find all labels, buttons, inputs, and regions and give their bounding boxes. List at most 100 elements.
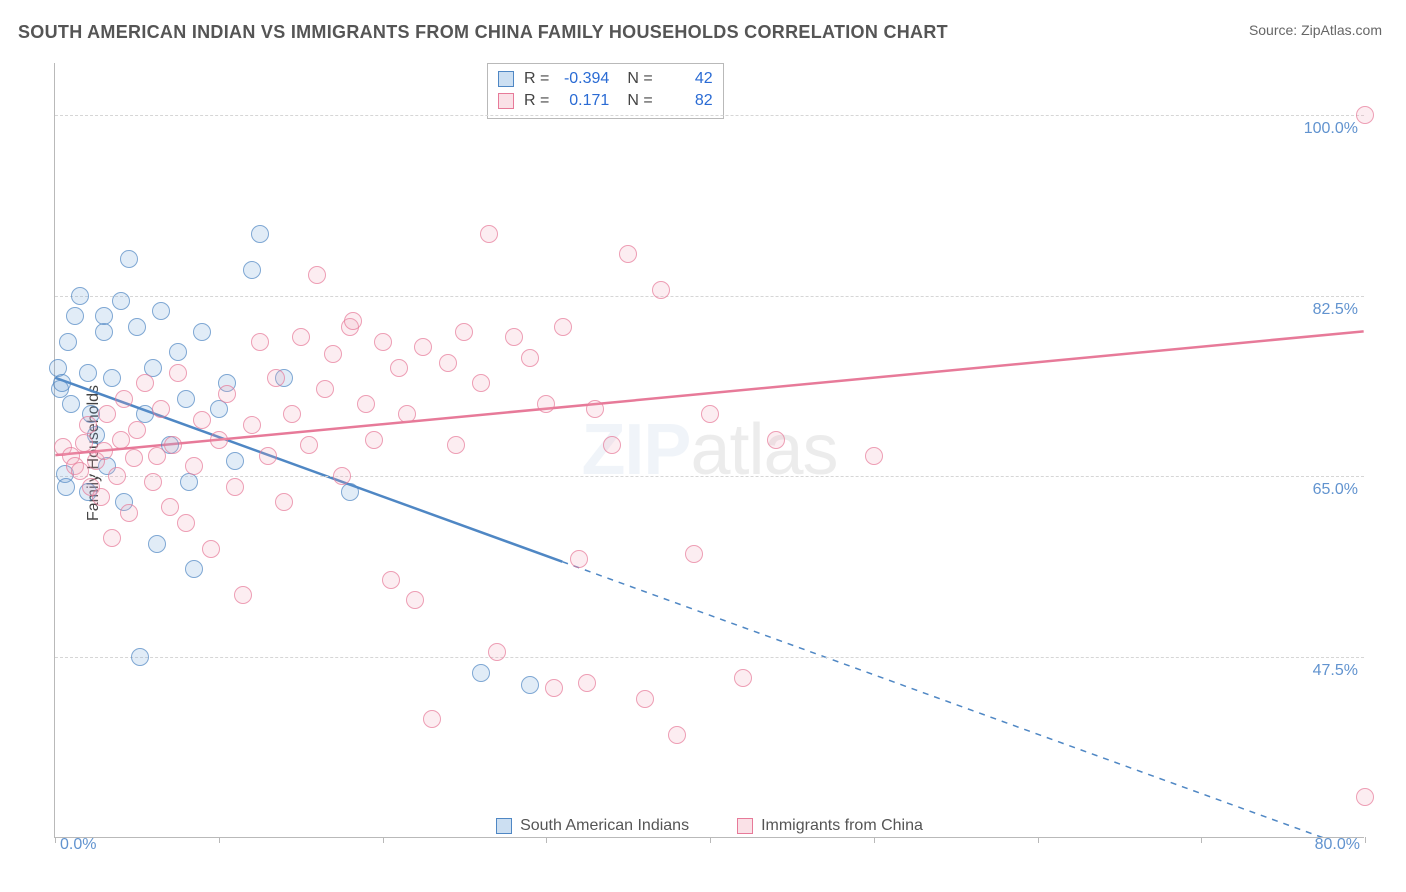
x-tick (1201, 837, 1202, 843)
data-point (447, 436, 465, 454)
data-point (521, 676, 539, 694)
data-point (324, 345, 342, 363)
data-point (128, 318, 146, 336)
data-point (95, 307, 113, 325)
data-point (98, 405, 116, 423)
source-attribution: Source: ZipAtlas.com (1249, 22, 1382, 38)
data-point (398, 405, 416, 423)
n-value: 82 (661, 92, 713, 110)
data-point (62, 395, 80, 413)
n-value: 42 (661, 70, 713, 88)
y-tick-label: 47.5% (1313, 662, 1358, 680)
data-point (210, 400, 228, 418)
x-tick (383, 837, 384, 843)
data-point (226, 478, 244, 496)
data-point (95, 442, 113, 460)
x-axis-max-label: 80.0% (1315, 836, 1360, 854)
y-tick-label: 100.0% (1304, 120, 1358, 138)
x-axis-min-label: 0.0% (60, 836, 96, 854)
source-link[interactable]: ZipAtlas.com (1301, 22, 1382, 38)
x-tick (1038, 837, 1039, 843)
data-point (75, 434, 93, 452)
plot-area: ZIPatlas R =-0.394N =42R =0.171N =82 Sou… (54, 63, 1364, 838)
data-point (59, 333, 77, 351)
data-point (308, 266, 326, 284)
data-point (365, 431, 383, 449)
data-point (112, 431, 130, 449)
data-point (57, 478, 75, 496)
data-point (275, 493, 293, 511)
legend-swatch (496, 818, 512, 834)
r-value: -0.394 (557, 70, 609, 88)
r-value: 0.171 (557, 92, 609, 110)
x-tick (1365, 837, 1366, 843)
data-point (79, 364, 97, 382)
data-point (226, 452, 244, 470)
data-point (152, 400, 170, 418)
data-point (423, 710, 441, 728)
data-point (71, 462, 89, 480)
data-point (234, 586, 252, 604)
data-point (554, 318, 572, 336)
data-point (251, 333, 269, 351)
data-point (243, 416, 261, 434)
data-point (619, 245, 637, 263)
legend-label: South American Indians (520, 817, 689, 835)
data-point (521, 349, 539, 367)
data-point (193, 323, 211, 341)
gridline (55, 115, 1364, 116)
gridline (55, 476, 1364, 477)
legend-item: Immigrants from China (737, 817, 923, 835)
data-point (586, 400, 604, 418)
data-point (636, 690, 654, 708)
data-point (53, 374, 71, 392)
data-point (185, 457, 203, 475)
data-point (112, 292, 130, 310)
data-point (128, 421, 146, 439)
data-point (406, 591, 424, 609)
data-point (570, 550, 588, 568)
data-point (180, 473, 198, 491)
chart-title: SOUTH AMERICAN INDIAN VS IMMIGRANTS FROM… (18, 22, 948, 43)
data-point (300, 436, 318, 454)
data-point (108, 467, 126, 485)
legend-swatch (737, 818, 753, 834)
legend-label: Immigrants from China (761, 817, 923, 835)
data-point (169, 343, 187, 361)
data-point (652, 281, 670, 299)
data-point (357, 395, 375, 413)
data-point (152, 302, 170, 320)
data-point (316, 380, 334, 398)
data-point (374, 333, 392, 351)
data-point (701, 405, 719, 423)
data-point (136, 374, 154, 392)
data-point (144, 473, 162, 491)
data-point (505, 328, 523, 346)
data-point (125, 449, 143, 467)
data-point (251, 225, 269, 243)
data-point (161, 498, 179, 516)
x-tick (219, 837, 220, 843)
series-legend: South American Indians Immigrants from Ch… (55, 817, 1364, 835)
data-point (292, 328, 310, 346)
data-point (164, 436, 182, 454)
data-point (92, 488, 110, 506)
data-point (578, 674, 596, 692)
data-point (767, 431, 785, 449)
data-point (95, 323, 113, 341)
data-point (685, 545, 703, 563)
data-point (267, 369, 285, 387)
data-point (148, 535, 166, 553)
data-point (66, 307, 84, 325)
data-point (439, 354, 457, 372)
stat-row: R =0.171N =82 (498, 90, 713, 112)
legend-swatch (498, 93, 514, 109)
data-point (537, 395, 555, 413)
data-point (382, 571, 400, 589)
data-point (455, 323, 473, 341)
data-point (390, 359, 408, 377)
stat-row: R =-0.394N =42 (498, 68, 713, 90)
data-point (115, 390, 133, 408)
correlation-stats-box: R =-0.394N =42R =0.171N =82 (487, 63, 724, 119)
data-point (218, 385, 236, 403)
